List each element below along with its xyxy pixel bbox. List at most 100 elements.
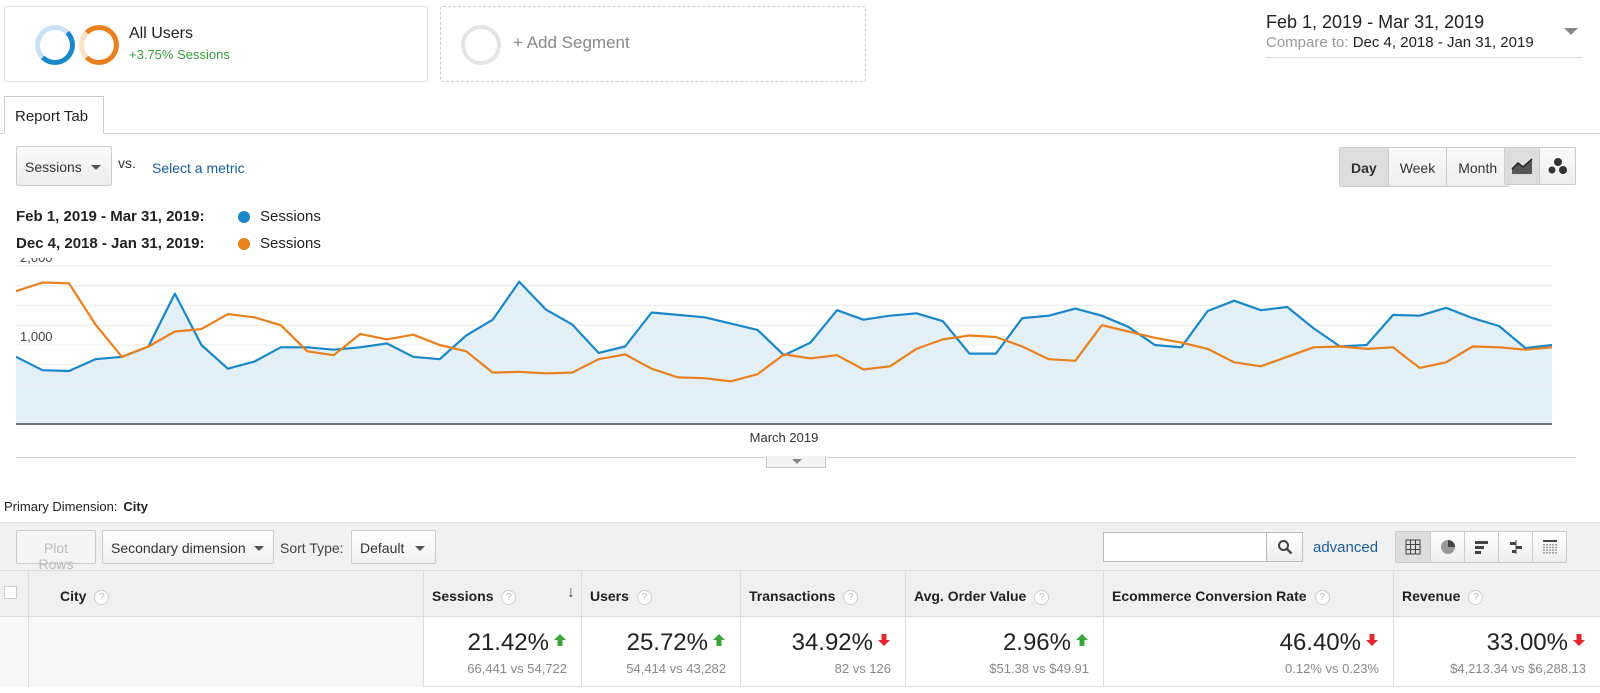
granularity-day-button[interactable]: Day (1340, 148, 1388, 186)
sort-descending-icon: ↓ (567, 584, 575, 602)
motion-chart-icon[interactable] (1540, 148, 1575, 184)
plot-rows-button[interactable]: Plot Rows (16, 530, 96, 564)
segment-title: All Users (129, 25, 193, 43)
table-view-toggle (1395, 531, 1567, 563)
primary-dimension-value[interactable]: City (123, 499, 148, 514)
pivot-view-icon[interactable] (1532, 532, 1566, 562)
select-all-checkbox[interactable] (4, 586, 17, 599)
collapse-chart-handle[interactable] (766, 456, 826, 468)
search-icon[interactable] (1267, 532, 1303, 562)
sort-type-label: Sort Type: (280, 540, 344, 556)
line-chart-icon[interactable] (1505, 148, 1540, 184)
help-icon[interactable]: ? (1034, 590, 1049, 605)
table-search-input[interactable] (1103, 532, 1267, 562)
column-header-label: Avg. Order Value (914, 588, 1026, 604)
column-header-revenue[interactable]: Revenue? (1393, 571, 1600, 618)
sort-type-dropdown[interactable]: Default (351, 530, 436, 564)
compare-label: Compare to: (1266, 34, 1349, 51)
column-header-label: Transactions (749, 588, 835, 604)
date-range-picker[interactable]: Feb 1, 2019 - Mar 31, 2019 Compare to: D… (1266, 12, 1582, 58)
column-header-label: City (60, 588, 86, 604)
arrow-up-icon (553, 633, 567, 650)
summary-compare: $4,213.34 vs $6,288.13 (1402, 661, 1586, 676)
granularity-week-button[interactable]: Week (1388, 148, 1447, 186)
series-area-current (16, 282, 1552, 424)
metric-dropdown[interactable]: Sessions (16, 146, 112, 186)
caret-down-icon (415, 546, 425, 551)
help-icon[interactable]: ? (1468, 590, 1483, 605)
help-icon[interactable]: ? (1315, 590, 1330, 605)
column-header-users[interactable]: Users? (581, 571, 740, 618)
comparison-view-icon[interactable] (1498, 532, 1532, 562)
granularity-month-button[interactable]: Month (1446, 148, 1508, 186)
summary-checkbox-cell (0, 617, 28, 687)
select-metric-link[interactable]: Select a metric (152, 160, 245, 176)
arrow-down-icon (877, 633, 891, 650)
column-header-label: Revenue (1402, 588, 1460, 604)
sort-type-value: Default (360, 540, 404, 556)
table-toolbar: Plot Rows Secondary dimension Sort Type:… (0, 522, 1600, 570)
date-compare: Compare to: Dec 4, 2018 - Jan 31, 2019 (1266, 34, 1582, 51)
segment-subtitle: +3.75% Sessions (129, 47, 230, 62)
summary-compare: 82 vs 126 (749, 661, 891, 676)
date-range-main: Feb 1, 2019 - Mar 31, 2019 (1266, 12, 1582, 33)
advanced-filter-link[interactable]: advanced (1313, 539, 1378, 556)
tab-divider (0, 133, 1600, 134)
sessions-line-chart: 2,000 1,000 March 2019 (16, 258, 1552, 458)
performance-view-icon[interactable] (1464, 532, 1498, 562)
summary-pct: 2.96% (1003, 629, 1071, 656)
summary-compare: 54,414 vs 43,282 (590, 661, 726, 676)
caret-down-icon (91, 165, 101, 170)
help-icon[interactable]: ? (637, 590, 652, 605)
column-header-city[interactable]: City? (28, 571, 423, 618)
tab-report[interactable]: Report Tab (4, 96, 104, 134)
data-table-view-icon[interactable] (1396, 532, 1430, 562)
summary-pct: 33.00% (1487, 629, 1568, 656)
secondary-dimension-dropdown[interactable]: Secondary dimension (102, 530, 274, 564)
arrow-down-icon (1365, 633, 1379, 650)
segment-ring-icon (35, 25, 75, 65)
summary-compare: $51.38 vs $49.91 (914, 661, 1089, 676)
help-icon[interactable]: ? (94, 590, 109, 605)
table-header: City? Sessions? ↓ Users? Transactions? A… (0, 570, 1600, 617)
help-icon[interactable]: ? (843, 590, 858, 605)
y-tick-label: 1,000 (20, 329, 53, 344)
summary-cell-sessions: 21.42% 66,441 vs 54,722 (423, 617, 581, 687)
summary-cell-revenue: 33.00% $4,213.34 vs $6,288.13 (1393, 617, 1600, 687)
legend-dot-blue (238, 211, 250, 223)
primary-dimension: Primary Dimension: City (4, 499, 148, 514)
legend-current: Feb 1, 2019 - Mar 31, 2019: Sessions (16, 208, 321, 225)
add-segment-ring-icon (461, 25, 501, 65)
granularity-toggle: Day Week Month (1339, 147, 1509, 187)
column-header-sessions[interactable]: Sessions? ↓ (423, 571, 581, 618)
add-segment-button[interactable]: + Add Segment (440, 6, 866, 82)
segment-all-users[interactable]: All Users +3.75% Sessions (4, 6, 428, 82)
legend-current-series: Sessions (260, 208, 321, 225)
column-header-conversion-rate[interactable]: Ecommerce Conversion Rate? (1103, 571, 1393, 618)
pie-chart-view-icon[interactable] (1430, 532, 1464, 562)
legend-compare-range: Dec 4, 2018 - Jan 31, 2019: (16, 235, 238, 252)
caret-down-icon (792, 459, 802, 464)
compare-range: Dec 4, 2018 - Jan 31, 2019 (1353, 34, 1534, 51)
select-all-header (0, 571, 28, 618)
summary-cell-conversion-rate: 46.40% 0.12% vs 0.23% (1103, 617, 1393, 687)
summary-pct: 46.40% (1280, 629, 1361, 656)
summary-cell-avg-order-value: 2.96% $51.38 vs $49.91 (905, 617, 1103, 687)
add-segment-label: + Add Segment (513, 33, 630, 53)
summary-cell-users: 25.72% 54,414 vs 43,282 (581, 617, 740, 687)
summary-pct: 25.72% (627, 629, 708, 656)
summary-compare: 66,441 vs 54,722 (432, 661, 567, 676)
vs-label: vs. (118, 155, 136, 171)
arrow-up-icon (712, 633, 726, 650)
chevron-down-icon[interactable] (1564, 28, 1578, 35)
secondary-dimension-label: Secondary dimension (111, 540, 246, 556)
y-tick-label: 2,000 (20, 258, 53, 265)
caret-down-icon (254, 546, 264, 551)
legend-dot-orange (238, 238, 250, 250)
column-header-avg-order-value[interactable]: Avg. Order Value? (905, 571, 1103, 618)
column-header-transactions[interactable]: Transactions? (740, 571, 905, 618)
legend-compare-series: Sessions (260, 235, 321, 252)
help-icon[interactable]: ? (501, 590, 516, 605)
chart-type-toggle (1504, 147, 1576, 185)
summary-city-cell (28, 617, 423, 687)
